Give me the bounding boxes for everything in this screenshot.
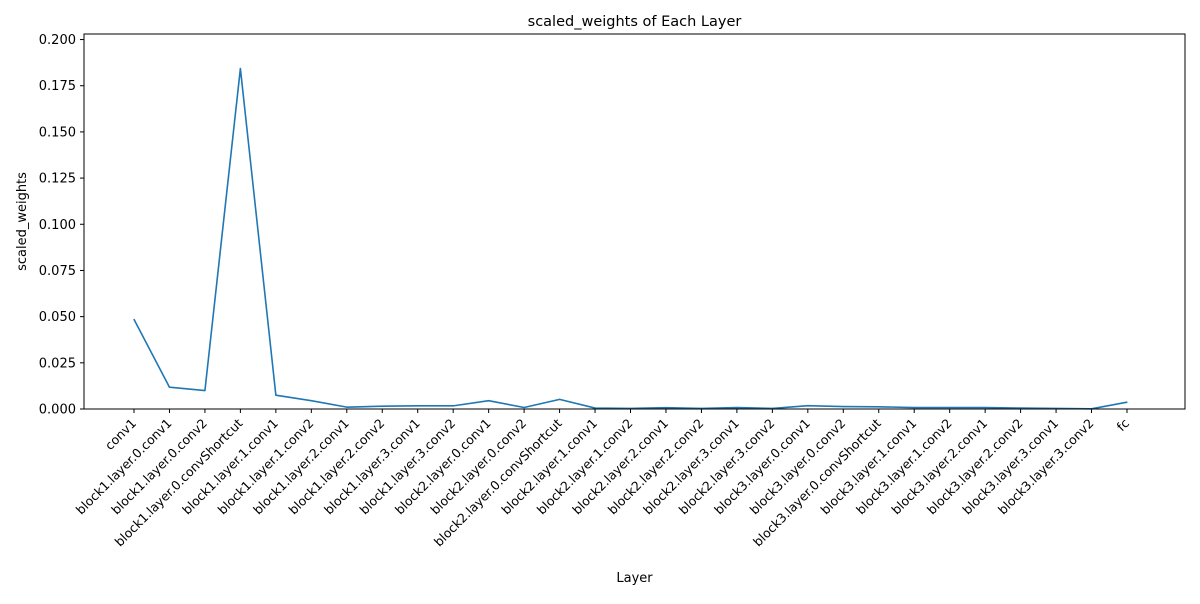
- data-point: [1020, 407, 1022, 409]
- data-point: [949, 406, 951, 409]
- y-tick-label: 0.100: [39, 218, 76, 233]
- data-point: [239, 67, 241, 70]
- y-tick-label: 0.050: [39, 310, 76, 325]
- data-point: [1126, 401, 1128, 403]
- data-point: [523, 406, 525, 409]
- data-point: [665, 407, 667, 409]
- data-point: [913, 406, 915, 409]
- data-point: [310, 400, 312, 402]
- series-layer: [133, 67, 1128, 410]
- data-point: [488, 400, 490, 402]
- y-tick-label: 0.025: [39, 356, 76, 371]
- data-point: [452, 405, 454, 407]
- chart-title: scaled_weights of Each Layer: [528, 14, 742, 30]
- data-point: [984, 406, 986, 409]
- data-point: [842, 405, 844, 408]
- y-tick-label: 0.075: [39, 264, 76, 279]
- y-tick-label: 0.000: [39, 403, 76, 418]
- y-tick-label: 0.150: [39, 125, 76, 140]
- data-point: [346, 406, 348, 408]
- data-point: [807, 405, 809, 407]
- x-tick-label: fc: [1114, 415, 1133, 434]
- y-axis-label: scaled_weights: [15, 172, 30, 271]
- y-tick-label: 0.175: [39, 79, 76, 94]
- data-point: [558, 398, 561, 400]
- y-tick-label: 0.200: [39, 33, 76, 48]
- data-point: [417, 405, 419, 407]
- plot-frame: [83, 33, 1186, 410]
- data-point: [381, 405, 383, 407]
- ticks-layer: 0.000 0.025 0.050 0.075 0.100 0.125 0.150 0.175…: [39, 33, 1132, 549]
- data-point: [736, 406, 738, 409]
- data-point: [878, 406, 880, 408]
- data-point: [168, 386, 171, 388]
- data-point: [204, 389, 206, 392]
- x-axis-label: Layer: [616, 571, 653, 586]
- data-point: [133, 318, 135, 321]
- y-tick-label: 0.125: [39, 172, 76, 187]
- data-point: [594, 407, 596, 409]
- series-line: [133, 67, 1128, 410]
- data-point: [275, 394, 277, 396]
